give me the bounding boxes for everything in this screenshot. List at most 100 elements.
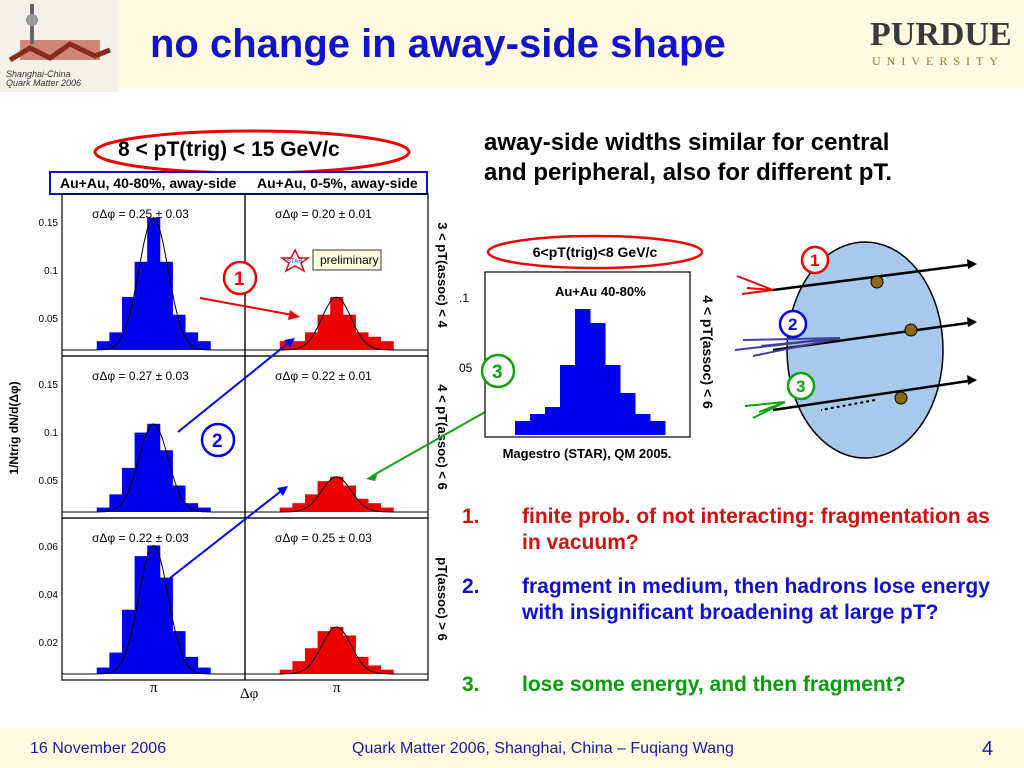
histogram-bar (368, 503, 382, 512)
y-tick-label: 0.1 (44, 266, 58, 277)
page-title: no change in away-side shape (150, 22, 726, 66)
preliminary-box (312, 249, 382, 271)
schematic-marker-2 (778, 309, 808, 339)
histogram-bar (317, 631, 331, 674)
histogram-bar (330, 476, 344, 512)
histogram-bar (96, 341, 110, 350)
histogram-bar (197, 507, 211, 512)
sigma-label: σΔφ = 0.22 ± 0.03 (92, 531, 189, 545)
histogram-bar (355, 498, 369, 512)
widths-statement: away-side widths similar for central and… (484, 128, 1004, 188)
purdue-logo: PURDUE UNIVERSITY (862, 12, 1022, 70)
purdue-subtitle: UNIVERSITY (872, 54, 1004, 68)
green-fragment-arrow (744, 401, 786, 407)
blue-fragment-arrow (742, 337, 841, 341)
list-number: 1. (462, 505, 480, 528)
gaussian-fit (245, 296, 428, 351)
arrow-2b-head (277, 486, 288, 496)
y-tick-label: 0.06 (39, 542, 59, 553)
panel-header-2: Au+Au, 0-5%, away-side (257, 175, 418, 191)
red-fragment-arrow (741, 289, 774, 295)
histogram-bar (134, 432, 148, 512)
histogram-bar (304, 648, 319, 674)
footer-bar (0, 728, 1024, 768)
jet-line (772, 378, 976, 412)
y-tick-label: 0.1 (44, 428, 58, 439)
inset-tick-2: 05 (459, 361, 473, 375)
red-fragment-arrow (736, 275, 774, 291)
inset-panel-label: Au+Au 40-80% (555, 284, 646, 299)
histogram-bar (147, 423, 161, 512)
histogram-bar (147, 545, 161, 674)
y-tick-label: 0.15 (39, 218, 59, 229)
inset-bar (515, 421, 531, 435)
inset-caption: Magestro (STAR), QM 2005. (503, 446, 672, 461)
histogram-bar (380, 341, 394, 350)
histogram-bar (121, 467, 136, 512)
histogram-bar (159, 261, 173, 350)
vertex-icon (894, 391, 908, 405)
inset-bar (635, 414, 651, 435)
blue-fragment-arrow (760, 337, 841, 347)
logo-text-2: Quark Matter 2006 (6, 78, 82, 88)
histogram-bar (317, 481, 331, 512)
vertex-icon (870, 275, 884, 289)
histogram-bar (172, 485, 186, 512)
star-logo-text: STAR (287, 259, 303, 265)
histogram-bar (96, 507, 110, 512)
arrow-1-head (288, 310, 300, 320)
histogram-bar (380, 507, 394, 512)
histogram-bar (134, 556, 148, 674)
histogram-bar (292, 503, 306, 512)
jet-schematic: 1 2 3 (734, 241, 977, 459)
x-axis-label: Δφ (240, 686, 259, 702)
histogram-bar (159, 450, 173, 512)
histogram-bar (292, 341, 306, 350)
histogram-bar (109, 332, 123, 350)
list-number: 2. (462, 575, 480, 598)
arrow-3-head (366, 472, 378, 481)
inset-bar (545, 407, 561, 435)
gaussian-fit (62, 423, 245, 513)
histogram-bar (134, 261, 148, 350)
inset-tick-1: .1 (459, 291, 469, 305)
footer-center: Quark Matter 2006, Shanghai, China – Fuq… (352, 740, 734, 757)
histogram-bar (172, 314, 186, 350)
marker-1-label: 1 (234, 269, 245, 290)
widths-line-2: and peripheral, also for different pT. (484, 159, 893, 186)
arrow-1-line (199, 297, 299, 317)
histogram-bar (368, 665, 382, 674)
histogram-bar (355, 332, 369, 350)
row-label-1: 3 < pT(assoc) < 4 (435, 222, 450, 328)
marker-1 (222, 260, 258, 296)
sigma-label: σΔφ = 0.22 ± 0.01 (275, 369, 372, 383)
y-tick-label: 0.04 (39, 590, 59, 601)
gaussian-fit (62, 216, 245, 351)
histogram-bar (109, 494, 123, 512)
sigma-label: σΔφ = 0.25 ± 0.03 (275, 531, 372, 545)
histogram-bar (279, 507, 293, 512)
sigma-label: σΔφ = 0.27 ± 0.03 (92, 369, 189, 383)
list-text: finite prob. of not interacting: fragmen… (522, 505, 990, 554)
gaussian-fit (245, 626, 428, 675)
blue-fragment-arrow (752, 337, 841, 357)
histogram-bar (185, 503, 199, 512)
panel-frame (244, 517, 429, 681)
histogram-bar (96, 667, 110, 674)
marker-2-label: 2 (212, 431, 223, 452)
preliminary-label: preliminary (320, 253, 379, 267)
y-axis-label: 1/Ntrig dN/d(Δφ) (7, 381, 21, 474)
inset-bar (650, 421, 666, 435)
marker-2 (200, 422, 236, 458)
inset-bar (605, 365, 621, 435)
histogram-bar (109, 652, 123, 674)
medium-ellipse (786, 241, 944, 459)
y-tick-label: 0.15 (39, 380, 59, 391)
y-tick-label: 0.05 (39, 476, 59, 487)
histogram-bar (304, 332, 319, 350)
purdue-name: PURDUE (870, 16, 1012, 53)
histogram-bar (121, 609, 136, 674)
inset-side-label: 4 < pT(assoc) < 6 (700, 295, 716, 409)
logo-text-1: Shanghai-China (6, 69, 71, 79)
inset-plot: 6<pT(trig)<8 GeV/c Au+Au 40-80% .1 05 Magest… (459, 234, 716, 461)
